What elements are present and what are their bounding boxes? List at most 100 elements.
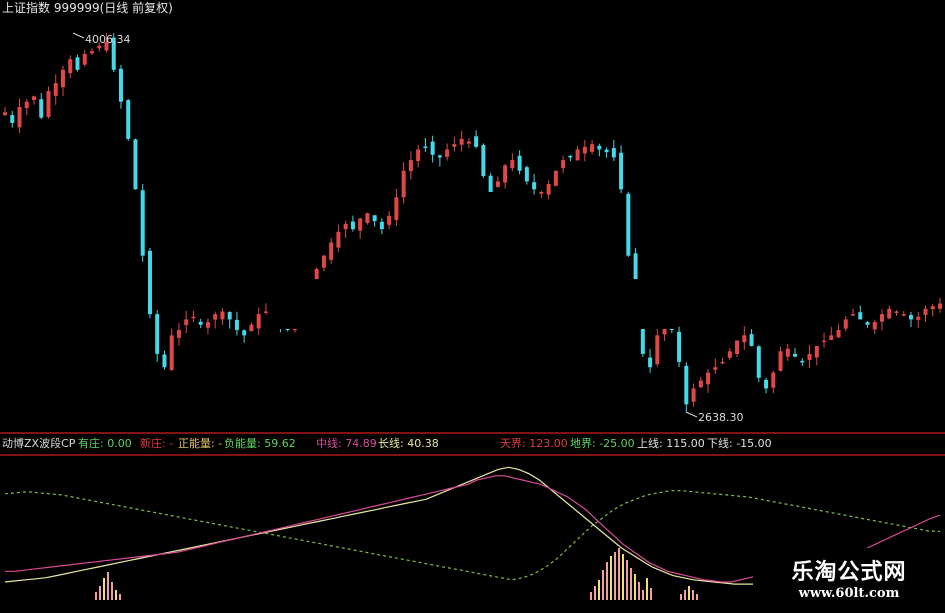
legend-item: 新庄: -	[140, 437, 174, 450]
price-high-label: 4006.34	[85, 33, 131, 46]
candle-body	[720, 361, 725, 364]
volume-bar-right	[594, 586, 596, 600]
volume-bar-right	[598, 580, 600, 600]
candle-body	[191, 316, 196, 319]
candle-body	[495, 181, 500, 188]
candle-body	[814, 345, 819, 358]
legend-item: 正能量: -	[178, 437, 223, 450]
candle-body	[3, 112, 7, 116]
volume-bar-left	[99, 586, 101, 600]
candle-body	[727, 351, 732, 358]
legend-item: 上线: 115.00	[637, 437, 705, 450]
candle-body	[611, 148, 616, 158]
candle-body	[698, 380, 703, 388]
candle-body	[872, 322, 877, 330]
volume-bar-right	[614, 552, 616, 600]
volume-bar-right	[646, 578, 648, 600]
candle-body	[227, 312, 232, 320]
candle-body	[742, 335, 747, 343]
candle-body	[865, 322, 870, 325]
candle-body	[807, 353, 812, 361]
candle-body	[358, 218, 363, 231]
candle-body	[24, 101, 29, 108]
candle-body	[82, 53, 87, 65]
candle-body	[459, 138, 464, 145]
candle-body	[213, 314, 218, 320]
candle-body	[220, 311, 225, 320]
candle-body	[147, 250, 152, 315]
candle-body	[546, 184, 551, 195]
volume-bar-small	[684, 590, 686, 600]
legend-item: 中线: 74.89	[316, 437, 377, 450]
dotted-line	[4, 490, 941, 581]
candle-body	[626, 193, 631, 256]
candle-body	[68, 59, 73, 74]
candle-body	[619, 152, 624, 190]
candle-body	[249, 324, 254, 332]
candle-body	[474, 136, 479, 147]
candle-body	[445, 149, 450, 157]
candle-body	[858, 312, 863, 320]
candle-body	[423, 146, 428, 148]
volume-bar-right	[618, 548, 620, 600]
volume-bar-right	[622, 554, 624, 600]
volume-bar-left	[111, 582, 113, 600]
volume-bar-left	[119, 594, 121, 600]
chart-title: 上证指数 999999(日线 前复权)	[2, 1, 173, 15]
candle-body	[126, 100, 131, 139]
volume-bar-left	[115, 590, 117, 600]
candle-body	[452, 144, 457, 147]
candle-body	[930, 306, 935, 310]
volume-bar-left	[107, 572, 109, 600]
candle-body	[343, 223, 348, 230]
candle-body	[60, 69, 65, 88]
candle-body	[561, 160, 566, 169]
volume-bar-right	[650, 588, 652, 600]
indicator-legend-bar: 动博ZX波段CP 有庄: 0.00 新庄: - 正能量: - 负能量: 59.6…	[0, 437, 945, 451]
candle-body	[416, 149, 421, 161]
candle-body	[10, 115, 15, 123]
candle-body	[387, 215, 392, 225]
volume-bar-right	[590, 592, 592, 600]
candle-body	[778, 351, 783, 371]
candle-body	[677, 331, 682, 362]
volume-bar-right	[602, 570, 604, 600]
candle-body	[256, 314, 261, 329]
candle-body	[350, 221, 355, 230]
candle-body	[894, 311, 899, 313]
candle-body	[31, 96, 36, 101]
candle-body	[843, 319, 848, 329]
candle-body	[735, 340, 740, 354]
candle-body	[756, 346, 761, 378]
candle-body	[829, 335, 834, 340]
candle-body	[539, 191, 544, 194]
volume-bar-left	[103, 578, 105, 600]
candle-body	[39, 99, 44, 118]
candle-body	[466, 141, 471, 144]
candle-body	[785, 348, 790, 357]
volume-bar-right	[638, 582, 640, 600]
candle-body	[510, 160, 515, 169]
candle-body	[662, 324, 667, 335]
watermark-logo: 乐淘公式网 www.60lt.com	[753, 548, 945, 609]
candle-body	[198, 321, 203, 325]
candle-body	[880, 314, 885, 322]
candle-body	[336, 231, 341, 248]
candle-body	[394, 197, 399, 220]
candle-body	[97, 45, 102, 49]
candle-body	[901, 314, 906, 316]
candle-body	[800, 360, 805, 363]
candle-body	[648, 357, 653, 368]
volume-bar-right	[642, 590, 644, 600]
candle-body	[597, 145, 602, 150]
candle-body	[851, 314, 856, 316]
candle-body	[263, 311, 268, 313]
candle-body	[793, 353, 798, 357]
candle-body	[176, 330, 181, 338]
candle-body	[532, 182, 537, 190]
legend-item: 天界: 123.00	[500, 437, 568, 450]
candle-body	[75, 57, 80, 70]
candle-body	[517, 155, 522, 171]
